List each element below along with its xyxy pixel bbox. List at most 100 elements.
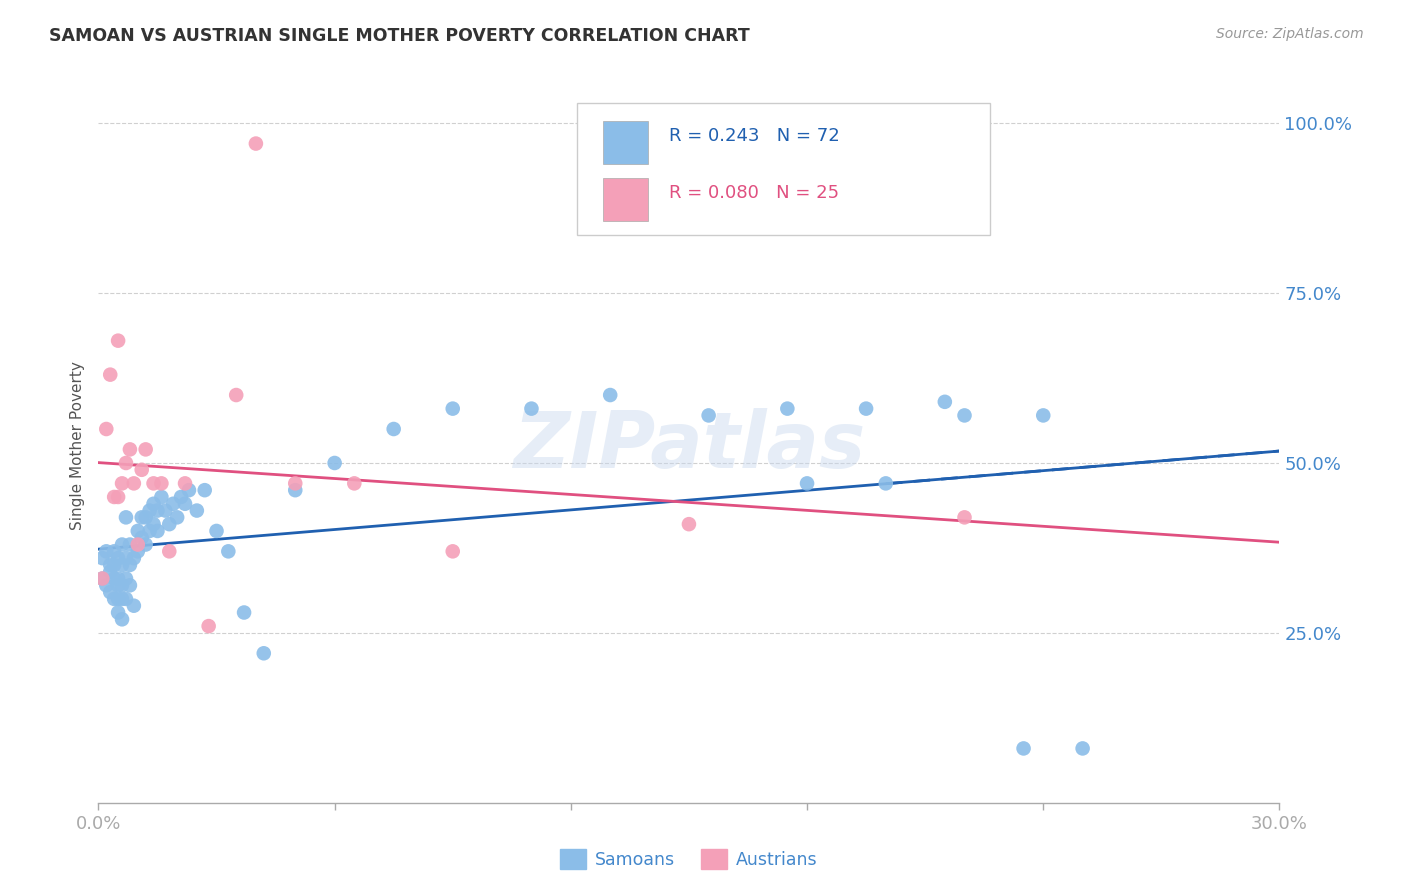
- Point: [122, 476, 145, 491]
- Point: [170, 490, 193, 504]
- Point: [233, 606, 256, 620]
- Point: [96, 422, 118, 436]
- Point: [107, 551, 129, 566]
- Text: SAMOAN VS AUSTRIAN SINGLE MOTHER POVERTY CORRELATION CHART: SAMOAN VS AUSTRIAN SINGLE MOTHER POVERTY…: [49, 27, 749, 45]
- Point: [91, 551, 114, 566]
- Text: ZIPatlas: ZIPatlas: [513, 408, 865, 484]
- FancyBboxPatch shape: [603, 121, 648, 164]
- Point: [111, 591, 134, 606]
- Point: [111, 578, 134, 592]
- Point: [146, 524, 169, 538]
- Point: [122, 551, 145, 566]
- Point: [253, 646, 276, 660]
- Point: [150, 476, 173, 491]
- Point: [142, 517, 165, 532]
- Legend: Samoans, Austrians: Samoans, Austrians: [554, 842, 824, 876]
- Point: [186, 503, 208, 517]
- Text: R = 0.243   N = 72: R = 0.243 N = 72: [669, 127, 839, 145]
- Point: [157, 517, 180, 532]
- Point: [115, 510, 138, 524]
- Point: [162, 497, 184, 511]
- Point: [127, 537, 149, 551]
- Point: [205, 524, 228, 538]
- Point: [131, 510, 153, 524]
- Point: [934, 394, 956, 409]
- Point: [91, 572, 114, 586]
- Point: [875, 476, 897, 491]
- Point: [174, 497, 197, 511]
- Point: [135, 442, 157, 457]
- Point: [155, 503, 177, 517]
- Point: [107, 334, 129, 348]
- Point: [127, 544, 149, 558]
- Point: [91, 572, 114, 586]
- Point: [107, 591, 129, 606]
- Point: [697, 409, 720, 423]
- Point: [103, 572, 125, 586]
- Point: [98, 585, 121, 599]
- Point: [103, 544, 125, 558]
- Point: [96, 578, 118, 592]
- Point: [111, 476, 134, 491]
- Point: [174, 476, 197, 491]
- Point: [217, 544, 239, 558]
- Point: [135, 537, 157, 551]
- Point: [776, 401, 799, 416]
- Point: [146, 503, 169, 517]
- Point: [166, 510, 188, 524]
- Point: [98, 565, 121, 579]
- Point: [127, 524, 149, 538]
- Point: [177, 483, 200, 498]
- Point: [111, 612, 134, 626]
- Point: [323, 456, 346, 470]
- Point: [115, 551, 138, 566]
- Point: [138, 524, 160, 538]
- Point: [122, 599, 145, 613]
- Point: [520, 401, 543, 416]
- Point: [245, 136, 267, 151]
- Point: [1012, 741, 1035, 756]
- Point: [1071, 741, 1094, 756]
- Point: [599, 388, 621, 402]
- Point: [343, 476, 366, 491]
- Point: [441, 401, 464, 416]
- Point: [107, 606, 129, 620]
- Point: [284, 476, 307, 491]
- Text: Source: ZipAtlas.com: Source: ZipAtlas.com: [1216, 27, 1364, 41]
- Point: [98, 368, 121, 382]
- Point: [225, 388, 247, 402]
- Point: [138, 503, 160, 517]
- Point: [98, 558, 121, 572]
- Point: [157, 544, 180, 558]
- FancyBboxPatch shape: [576, 103, 990, 235]
- Point: [194, 483, 217, 498]
- Point: [855, 401, 877, 416]
- Point: [382, 422, 405, 436]
- Point: [953, 409, 976, 423]
- Point: [1032, 409, 1054, 423]
- Point: [115, 591, 138, 606]
- Point: [103, 558, 125, 572]
- Point: [118, 578, 141, 592]
- Point: [103, 490, 125, 504]
- Point: [118, 537, 141, 551]
- Point: [131, 531, 153, 545]
- Point: [103, 591, 125, 606]
- Point: [107, 578, 129, 592]
- Point: [131, 463, 153, 477]
- Text: R = 0.080   N = 25: R = 0.080 N = 25: [669, 184, 839, 202]
- Point: [107, 572, 129, 586]
- Point: [107, 490, 129, 504]
- Y-axis label: Single Mother Poverty: Single Mother Poverty: [70, 361, 86, 531]
- Point: [284, 483, 307, 498]
- Point: [953, 510, 976, 524]
- Point: [796, 476, 818, 491]
- Point: [150, 490, 173, 504]
- Point: [142, 476, 165, 491]
- Point: [96, 544, 118, 558]
- Point: [135, 510, 157, 524]
- Point: [118, 442, 141, 457]
- Point: [111, 558, 134, 572]
- Point: [115, 456, 138, 470]
- Point: [142, 497, 165, 511]
